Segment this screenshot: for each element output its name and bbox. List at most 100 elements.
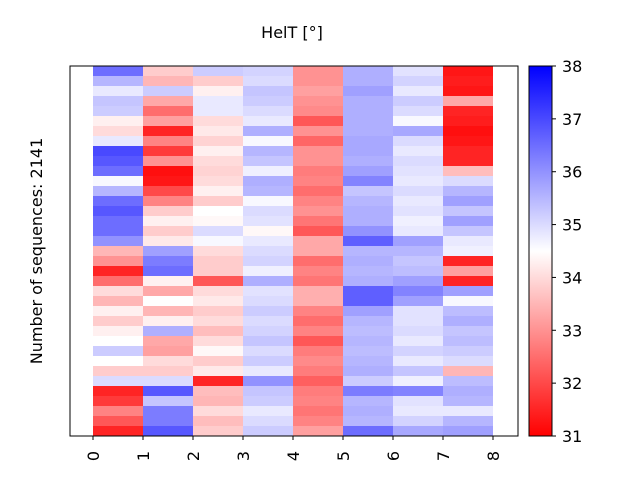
colorbar-tick-label: 36 [562, 163, 582, 182]
heatmap-cell [293, 426, 343, 437]
heatmap-cell [93, 156, 143, 167]
heatmap-cell [393, 386, 443, 397]
heatmap-cell [443, 176, 493, 187]
heatmap-cell [143, 136, 193, 147]
heatmap-cell [343, 376, 393, 387]
heatmap-cell [293, 336, 343, 347]
x-tick-label: 1 [134, 451, 153, 461]
heatmap-cell [243, 416, 293, 427]
heatmap-cell [93, 196, 143, 207]
heatmap-cell [93, 406, 143, 417]
heatmap-cell [393, 246, 443, 257]
colorbar-tick-label: 32 [562, 374, 582, 393]
heatmap-cell [443, 66, 493, 77]
heatmap-cell [93, 396, 143, 407]
heatmap-cell [143, 166, 193, 177]
heatmap-cell [93, 116, 143, 127]
heatmap-cell [193, 76, 243, 87]
colorbar-tick-label: 34 [562, 268, 582, 287]
heatmap-cell [443, 296, 493, 307]
heatmap-cell [243, 406, 293, 417]
heatmap-cell [293, 386, 343, 397]
heatmap-cell [143, 116, 193, 127]
heatmap-cell [443, 76, 493, 87]
x-tick-label: 3 [234, 451, 253, 461]
heatmap-cell [443, 216, 493, 227]
heatmap-cell [393, 226, 443, 237]
heatmap-cell [243, 346, 293, 357]
heatmap-cell [193, 166, 243, 177]
heatmap-cell [93, 266, 143, 277]
heatmap-cell [343, 286, 393, 297]
heatmap-cell [343, 346, 393, 357]
heatmap-cell [193, 346, 243, 357]
heatmap-cell [243, 326, 293, 337]
y-axis-label: Number of sequences: 2141 [27, 138, 46, 365]
heatmap-cell [343, 166, 393, 177]
heatmap-cell [293, 406, 343, 417]
heatmap-cell [393, 126, 443, 137]
heatmap-cell [443, 276, 493, 287]
heatmap-cell [93, 386, 143, 397]
heatmap-cell [393, 286, 443, 297]
heatmap-cell [93, 366, 143, 377]
heatmap-cell [393, 406, 443, 417]
heatmap-cell [293, 216, 343, 227]
heatmap-cell [143, 346, 193, 357]
heatmap-cell [193, 156, 243, 167]
heatmap-cell [143, 226, 193, 237]
heatmap-cell [243, 306, 293, 317]
heatmap-cell [143, 306, 193, 317]
heatmap-cell [443, 356, 493, 367]
heatmap-cell [143, 296, 193, 307]
heatmap-cell [343, 226, 393, 237]
heatmap-cell [143, 246, 193, 257]
heatmap-cell [193, 236, 243, 247]
heatmap-cell [293, 356, 343, 367]
heatmap-cell [93, 136, 143, 147]
heatmap-cell [293, 326, 343, 337]
heatmap-cell [143, 376, 193, 387]
heatmap-cell [393, 86, 443, 97]
heatmap-cell [393, 236, 443, 247]
heatmap-cell [343, 186, 393, 197]
heatmap-cell [443, 206, 493, 217]
heatmap-cell [443, 236, 493, 247]
heatmap-cell [243, 366, 293, 377]
heatmap-cell [143, 276, 193, 287]
heatmap-cell [143, 336, 193, 347]
heatmap-cell [143, 386, 193, 397]
heatmap-cell [293, 396, 343, 407]
heatmap-cell [243, 216, 293, 227]
heatmap-cell [293, 226, 343, 237]
heatmap-cell [143, 86, 193, 97]
heatmap-cell [343, 316, 393, 327]
colorbar-ticks: 31 32 33 34 35 36 37 38 [552, 57, 582, 446]
heatmap-cell [193, 136, 243, 147]
heatmap-cell [243, 86, 293, 97]
heatmap-cell [143, 196, 193, 207]
heatmap-cell [143, 236, 193, 247]
heatmap-cell [443, 306, 493, 317]
heatmap-cell [243, 336, 293, 347]
heatmap-cell [293, 316, 343, 327]
heatmap-cell [193, 426, 243, 437]
heatmap-cell [243, 316, 293, 327]
heatmap-cell [293, 96, 343, 107]
heatmap-cell [143, 256, 193, 267]
heatmap-cell [93, 306, 143, 317]
heatmap-cell [143, 316, 193, 327]
heatmap-cell [293, 366, 343, 377]
heatmap-cell [243, 356, 293, 367]
heatmap-cell [393, 206, 443, 217]
heatmap-cell [193, 376, 243, 387]
heatmap-cell [393, 256, 443, 267]
heatmap-cell [443, 156, 493, 167]
heatmap-cell [293, 106, 343, 117]
heatmap-cell [393, 276, 443, 287]
heatmap-cell [243, 126, 293, 137]
heatmap-cell [143, 286, 193, 297]
heatmap-cell [243, 96, 293, 107]
heatmap-cell [243, 196, 293, 207]
heatmap-cell [393, 76, 443, 87]
